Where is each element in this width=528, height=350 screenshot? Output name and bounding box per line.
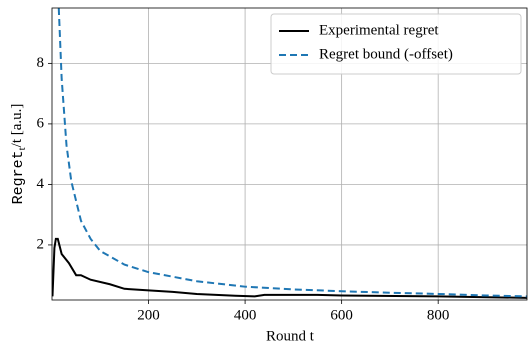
legend-label: Experimental regret (319, 22, 439, 38)
legend-box (270, 13, 522, 75)
x-tick-label: 800 (427, 307, 450, 323)
y-axis-label: Regrett/t [a.u.] (9, 104, 27, 205)
series-line (57, 8, 527, 298)
x-tick-label: 200 (137, 307, 160, 323)
plot-frame (51, 7, 528, 301)
legend-label: Regret bound (-offset) (319, 46, 453, 62)
y-label-rest: /t [a.u.] (9, 104, 25, 148)
y-tick-label: 8 (37, 55, 45, 71)
y-tick-label: 4 (37, 176, 45, 192)
series-line (52, 237, 527, 299)
y-tick-label: 2 (37, 236, 45, 252)
y-label-sub: t (16, 147, 28, 150)
x-tick-label: 600 (330, 307, 353, 323)
x-tick-label: 400 (234, 307, 257, 323)
x-axis-label: Round t (266, 328, 315, 344)
y-label-main: Regret (10, 150, 27, 204)
y-tick-label: 6 (37, 115, 45, 131)
